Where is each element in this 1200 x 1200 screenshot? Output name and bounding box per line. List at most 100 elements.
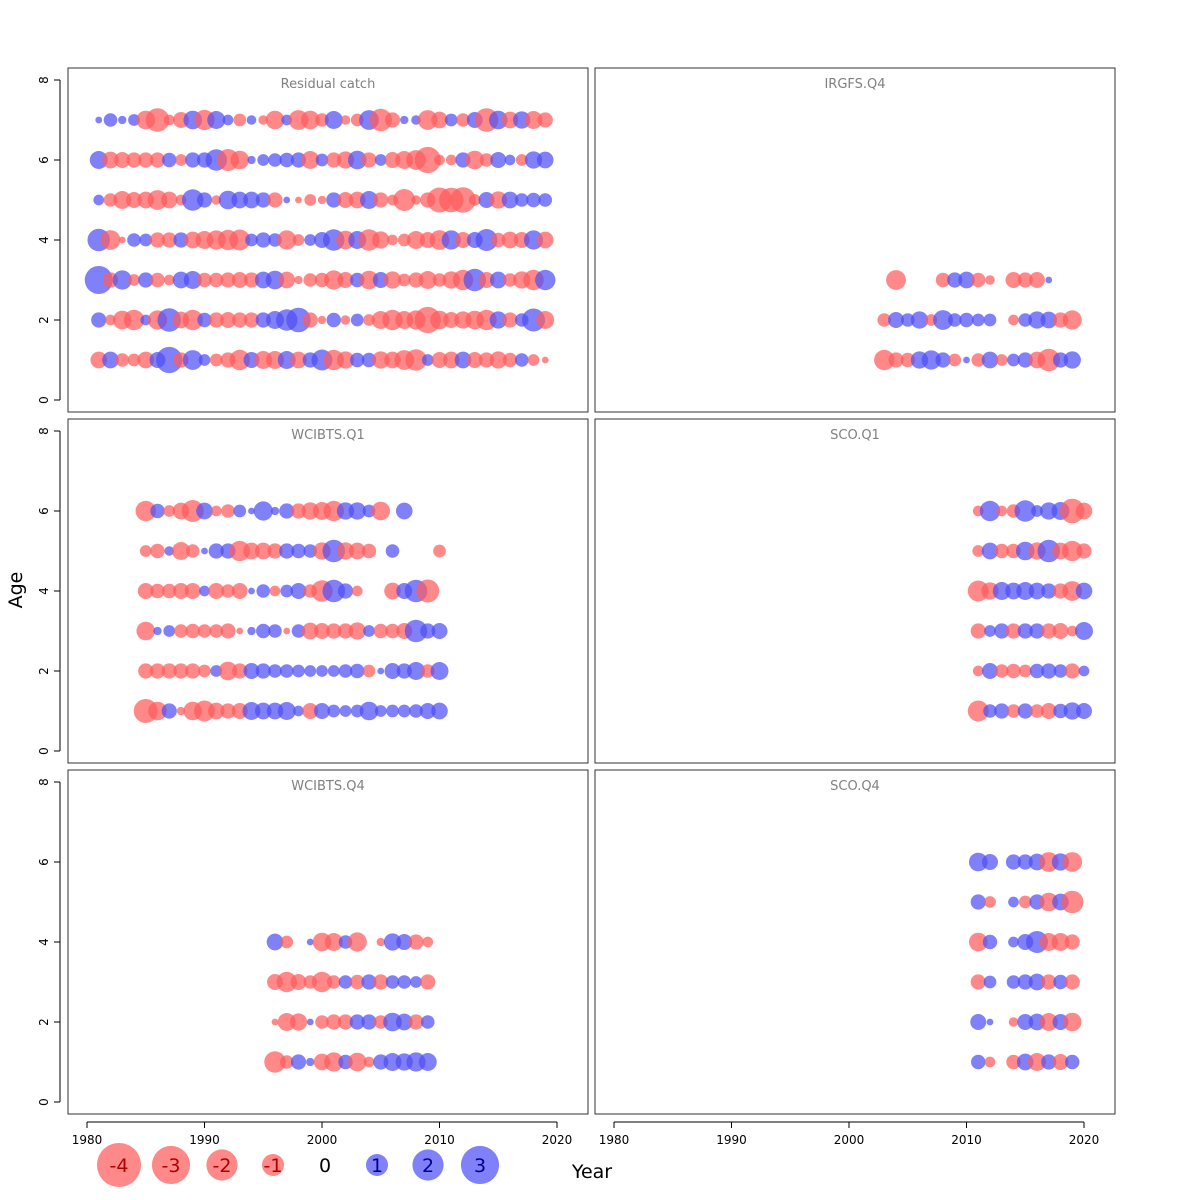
residual-bubble	[386, 704, 399, 718]
residual-bubble	[489, 191, 507, 209]
residual-bubble	[194, 700, 215, 722]
y-tick-label: 4	[37, 938, 51, 946]
residual-bubble	[220, 312, 236, 328]
residual-bubble	[254, 542, 272, 560]
residual-bubble	[267, 543, 283, 559]
residual-bubble	[982, 934, 998, 950]
panel-sco-q1: SCO.Q1	[594, 418, 1116, 764]
x-tick-label: 1990	[189, 1133, 220, 1147]
residual-bubble	[418, 271, 437, 289]
residual-bubble	[84, 265, 113, 295]
residual-bubble	[996, 505, 1008, 517]
residual-bubble	[1051, 933, 1070, 951]
residual-bubble	[445, 154, 457, 166]
residual-bubble	[1008, 896, 1019, 908]
y-tick-label: 8	[37, 427, 51, 435]
residual-bubble	[376, 937, 385, 947]
residual-bubble	[290, 351, 307, 369]
residual-bubble	[279, 503, 295, 519]
residual-bubble	[443, 312, 460, 328]
residual-bubble	[271, 1018, 279, 1026]
residual-bubble	[138, 272, 154, 288]
residual-bubble	[257, 154, 270, 166]
residual-bubble	[1008, 1017, 1019, 1027]
residual-bubble	[327, 665, 340, 677]
residual-bubble	[327, 704, 341, 718]
residual-bubble	[304, 665, 317, 677]
residual-bubble	[279, 152, 294, 168]
y-tick-label: 6	[37, 858, 51, 866]
panel-title: Residual catch	[281, 77, 376, 92]
residual-bubble	[360, 191, 378, 209]
residual-bubble	[372, 351, 390, 369]
panel-title: WCIBTS.Q1	[291, 428, 365, 443]
residual-bubble	[408, 934, 424, 950]
residual-bubble	[1078, 665, 1090, 677]
residual-bubble	[1053, 664, 1068, 678]
residual-bubble	[324, 1052, 344, 1072]
residual-bubble	[1016, 582, 1035, 600]
residual-bubble	[970, 974, 986, 990]
residual-bubble	[1064, 934, 1080, 950]
residual-bubble	[430, 310, 449, 330]
residual-bubble	[283, 196, 291, 204]
residual-bubble	[317, 195, 327, 205]
residual-bubble	[514, 193, 529, 207]
residual-bubble	[983, 975, 997, 989]
residual-bubble	[139, 545, 152, 557]
residual-bubble	[291, 543, 306, 559]
legend-bubble	[151, 1145, 191, 1185]
residual-bubble	[176, 706, 186, 716]
residual-bubble	[256, 623, 271, 639]
residual-bubble	[268, 664, 282, 678]
residual-bubble	[201, 547, 208, 555]
x-tick-label: 2020	[542, 1133, 573, 1147]
residual-bubble	[156, 346, 183, 374]
residual-bubble	[504, 154, 516, 166]
residual-bubble	[163, 505, 176, 517]
residual-bubble	[337, 1014, 354, 1030]
residual-bubble	[324, 270, 344, 290]
residual-bubble	[197, 312, 212, 328]
residual-bubble	[283, 627, 291, 635]
x-tick-label: 1980	[599, 1133, 630, 1147]
residual-bubble	[290, 974, 307, 990]
residual-bubble	[233, 113, 247, 127]
residual-bubble	[150, 272, 165, 288]
residual-bubble	[162, 583, 177, 599]
residual-bubble	[947, 313, 962, 327]
residual-bubble	[255, 663, 271, 679]
residual-bubble	[1065, 1054, 1080, 1070]
residual-bubble	[958, 271, 975, 289]
residual-bubble	[184, 583, 201, 599]
legend-label: -2	[213, 1155, 232, 1177]
residual-bubble	[1045, 276, 1053, 284]
residual-bubble	[397, 704, 411, 718]
panel-sco-q4: SCO.Q4	[594, 769, 1116, 1115]
legend-label: 1	[371, 1155, 383, 1177]
residual-bubble	[434, 154, 445, 166]
residual-bubble	[408, 1014, 424, 1030]
residual-bubble	[173, 232, 189, 248]
x-axis-title: Year	[571, 1161, 612, 1183]
residual-bubble	[91, 312, 107, 328]
residual-bubble	[163, 274, 175, 286]
residual-bubble	[314, 703, 330, 719]
panel-irgfs-q4: IRGFS.Q4	[594, 67, 1116, 413]
residual-bubble	[992, 582, 1011, 600]
residual-bubble	[971, 313, 985, 327]
panel-residual-catch: Residual catch	[67, 67, 589, 413]
residual-bubble	[527, 354, 540, 366]
residual-bubble	[383, 933, 402, 951]
residual-bubble	[126, 152, 142, 168]
residual-bubble	[128, 274, 140, 286]
residual-bubble	[387, 234, 398, 246]
residual-bubble	[490, 152, 507, 168]
residual-bubble	[984, 625, 996, 637]
residual-bubble	[172, 542, 190, 560]
residual-bubble	[385, 544, 400, 558]
residual-bubble	[1075, 622, 1093, 640]
residual-bubble	[383, 271, 402, 289]
residual-bubble	[374, 154, 387, 166]
residual-bubble	[478, 192, 495, 208]
